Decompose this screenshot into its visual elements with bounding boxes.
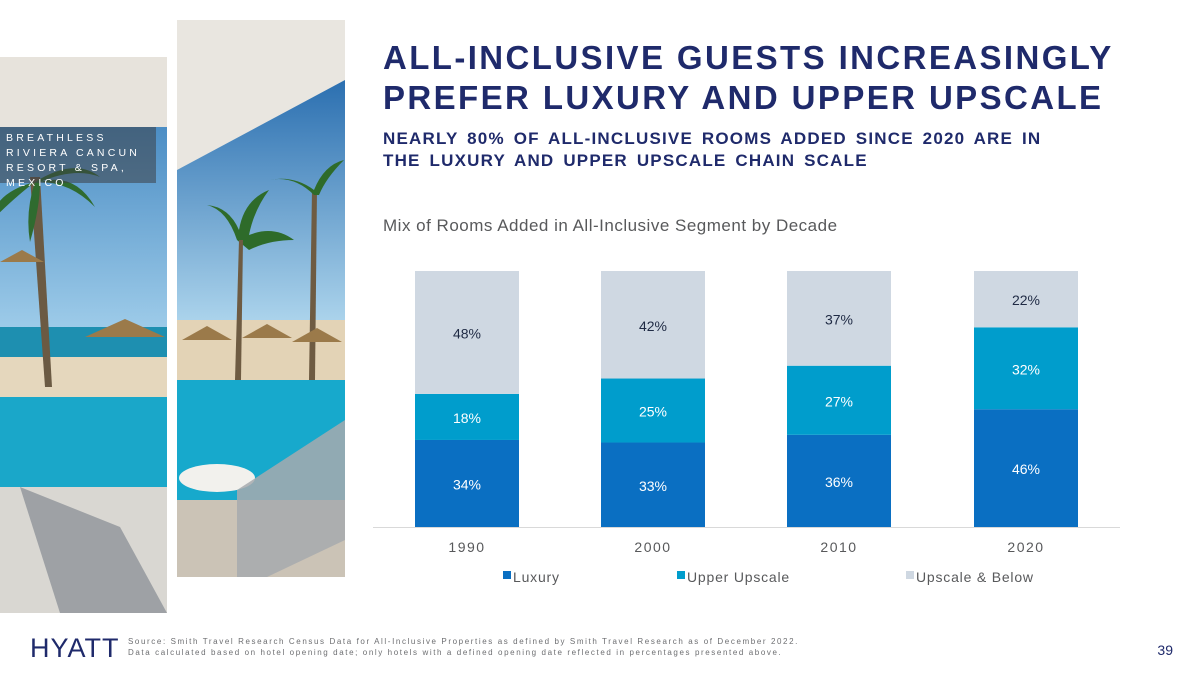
bar-luxury-2000 xyxy=(601,442,705,527)
data-label-upscale-and-below-1990: 48% xyxy=(453,325,481,341)
legend-swatch-upper-upscale xyxy=(677,571,685,579)
bar-upper-upscale-1990 xyxy=(415,393,519,440)
hyatt-logo: HYATT xyxy=(30,633,120,663)
legend-label-upscale-and-below: Upscale & Below xyxy=(916,569,1034,585)
bar-luxury-1990 xyxy=(415,439,519,527)
source-note-line-1: Source: Smith Travel Research Census Dat… xyxy=(128,637,799,646)
legend-swatch-luxury xyxy=(503,571,511,579)
data-label-upper-upscale-2020: 32% xyxy=(1012,361,1040,377)
data-label-luxury-2000: 33% xyxy=(639,478,667,494)
x-tick-label-1990: 1990 xyxy=(448,539,485,555)
source-note: Source: Smith Travel Research Census Dat… xyxy=(128,636,968,658)
bar-upper-upscale-2010 xyxy=(787,365,891,435)
source-note-line-2: Data calculated based on hotel opening d… xyxy=(128,648,783,657)
data-label-upper-upscale-2000: 25% xyxy=(639,404,667,420)
page-subtitle: NEARLY 80% OF ALL-INCLUSIVE ROOMS ADDED … xyxy=(383,129,1042,170)
data-label-luxury-2010: 36% xyxy=(825,474,853,490)
bar-luxury-2010 xyxy=(787,434,891,527)
legend-label-upper-upscale: Upper Upscale xyxy=(687,569,790,585)
chart-title: Mix of Rooms Added in All-Inclusive Segm… xyxy=(383,216,838,235)
data-label-upscale-and-below-2000: 42% xyxy=(639,318,667,334)
bar-upper-upscale-2000 xyxy=(601,378,705,443)
photo-caption: Breathless Riviera Cancun Resort & Spa, … xyxy=(6,132,141,189)
photo-caption-background xyxy=(0,127,156,183)
data-label-upscale-and-below-2020: 22% xyxy=(1012,292,1040,308)
bar-upscale-and-below-1990 xyxy=(415,271,519,394)
page-title: ALL-INCLUSIVE GUESTS INCREASINGLY PREFER… xyxy=(383,39,1114,116)
stacked-bar-chart: 34% 18% 48% 1990 33% 25% 42% 2000 36% 27% 37% 2010 4… xyxy=(373,271,1120,585)
resort-photo-right xyxy=(177,20,345,577)
data-label-upper-upscale-1990: 18% xyxy=(453,410,481,426)
legend-label-luxury: Luxury xyxy=(513,569,560,585)
x-tick-label-2020: 2020 xyxy=(1007,539,1044,555)
data-label-luxury-2020: 46% xyxy=(1012,461,1040,477)
data-label-luxury-1990: 34% xyxy=(453,476,481,492)
resort-photo-left xyxy=(0,57,167,613)
x-tick-label-2010: 2010 xyxy=(820,539,857,555)
bar-upscale-and-below-2020 xyxy=(974,271,1078,328)
x-tick-label-2000: 2000 xyxy=(634,539,671,555)
page-number: 39 xyxy=(1157,642,1173,658)
legend-swatch-upscale-and-below xyxy=(906,571,914,579)
data-label-upscale-and-below-2010: 37% xyxy=(825,311,853,327)
bar-upscale-and-below-2000 xyxy=(601,271,705,379)
data-label-upper-upscale-2010: 27% xyxy=(825,393,853,409)
bar-luxury-2020 xyxy=(974,409,1078,527)
bar-upscale-and-below-2010 xyxy=(787,271,891,366)
bar-upper-upscale-2020 xyxy=(974,327,1078,410)
